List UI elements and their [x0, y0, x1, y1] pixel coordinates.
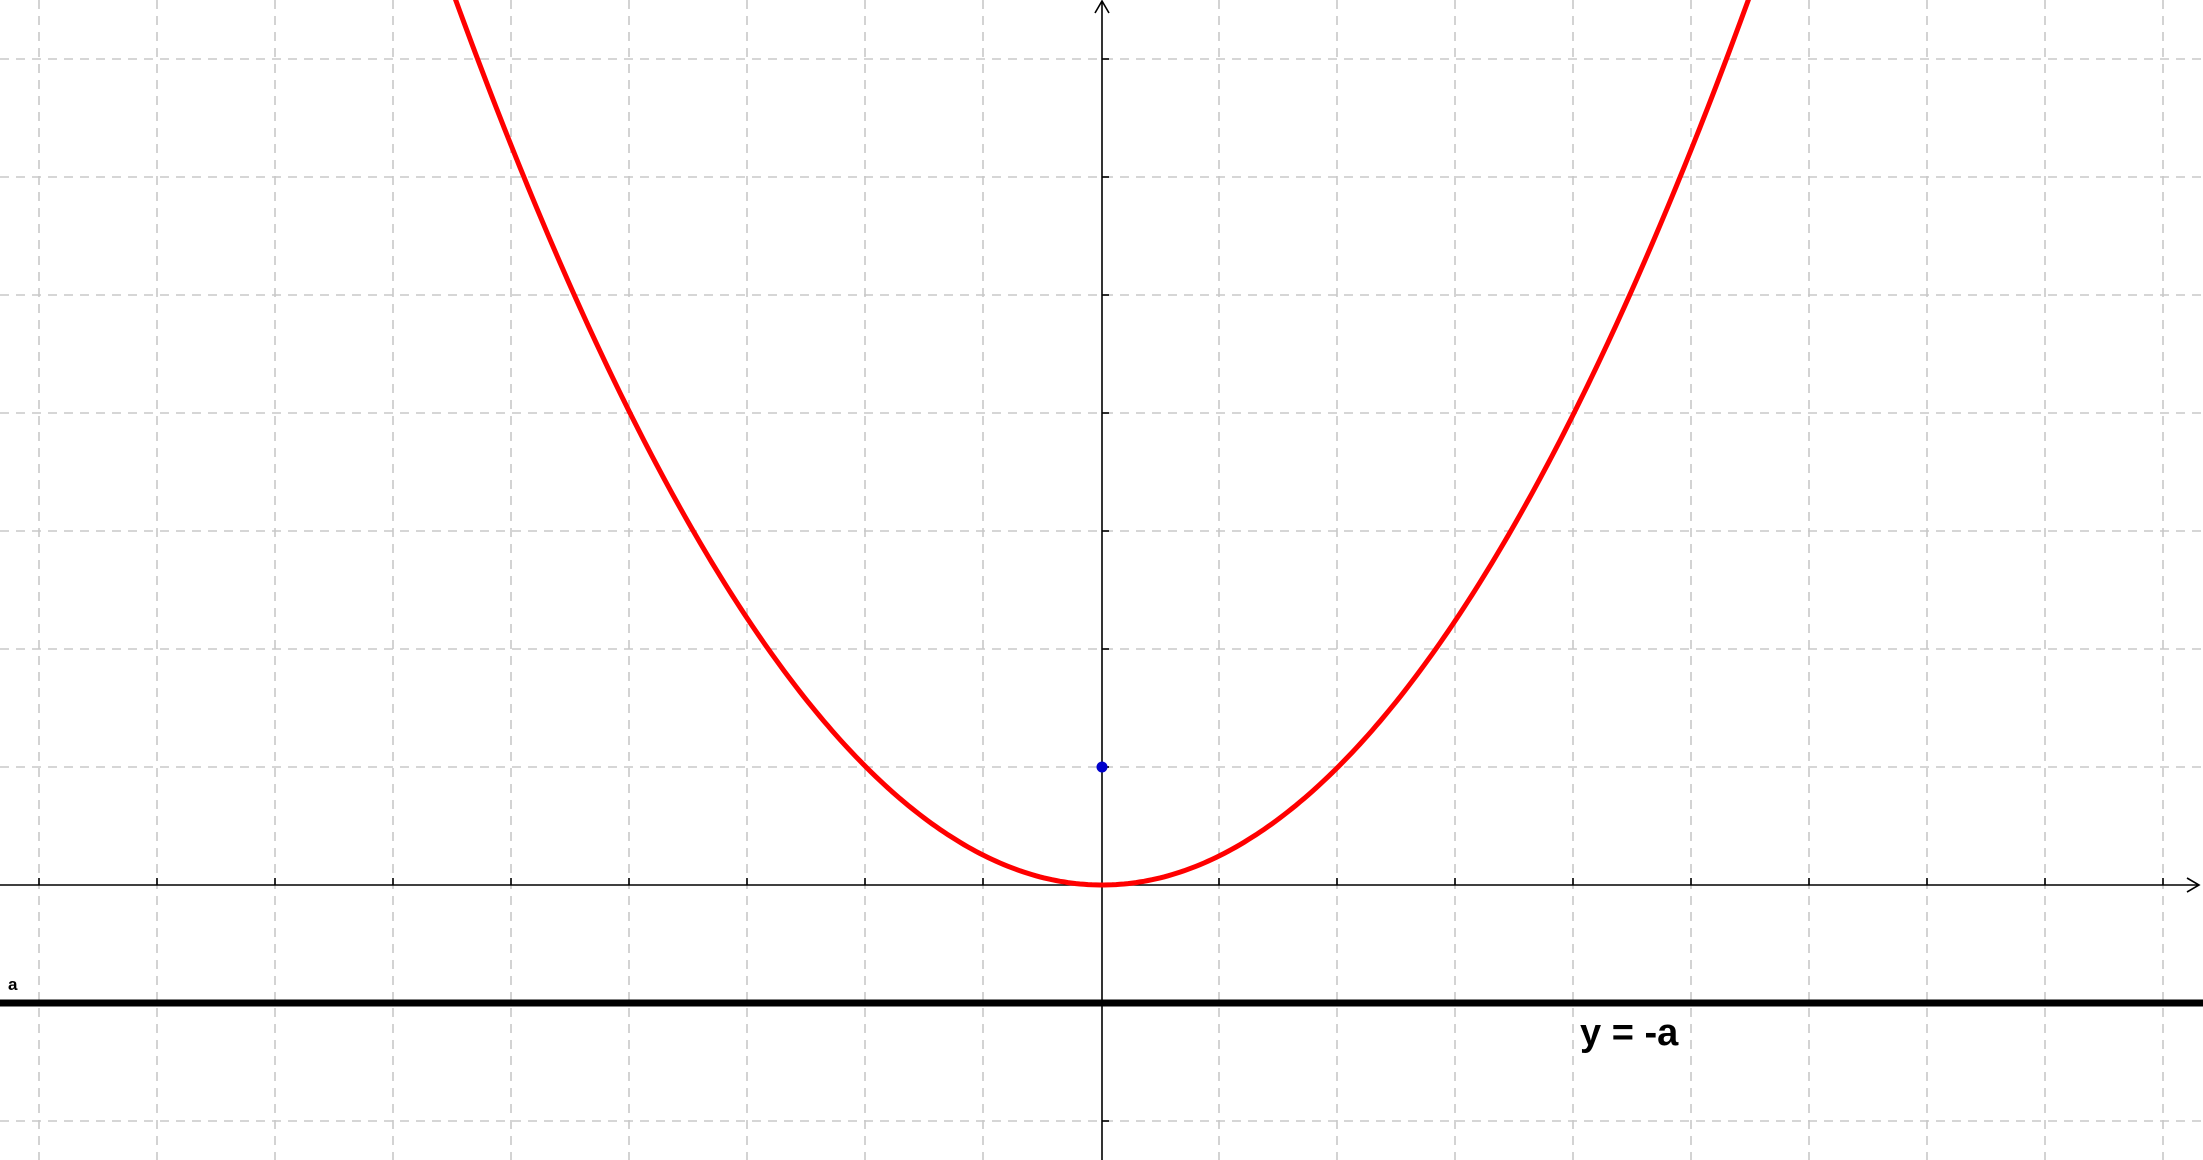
focus-point[interactable] — [1096, 761, 1108, 773]
directrix-name-label: a — [8, 975, 18, 994]
parabola-curve[interactable] — [0, 0, 2203, 888]
x-axis-arrow — [2186, 877, 2201, 893]
axis-ticks — [38, 58, 2164, 1122]
directrix-equation-label: y = -a — [1580, 1012, 1679, 1054]
y-axis-arrow — [1094, 0, 1110, 14]
